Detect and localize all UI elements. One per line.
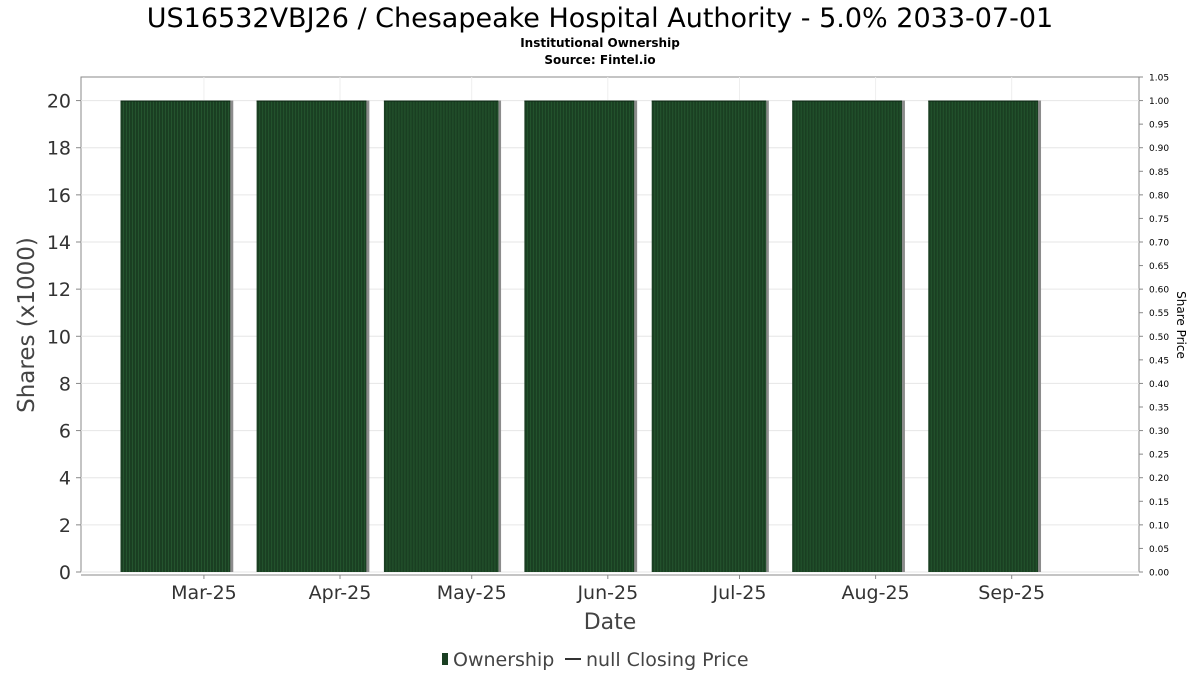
y2-tick-label: 0.40	[1149, 380, 1169, 390]
y2-tick-label: 0.95	[1149, 121, 1169, 131]
chart-title: US16532VBJ26 / Chesapeake Hospital Autho…	[147, 3, 1053, 34]
y2-axis-ticks: 0.00 0.05 0.10 0.15 0.20 0.25 0.30 0.35 0.40 0.45…	[1139, 74, 1169, 579]
y2-tick-label: 0.70	[1149, 239, 1169, 249]
y2-tick-label: 0.30	[1149, 427, 1169, 437]
x-tick-label: Jun-25	[576, 582, 638, 604]
y-axis-ticks: 0 2 4 6 8 10 12 14 16 18 20	[47, 91, 81, 584]
y-tick-label: 8	[59, 373, 71, 395]
y2-tick-label: 0.60	[1149, 286, 1169, 296]
y2-tick-label: 0.90	[1149, 144, 1169, 154]
y2-tick-label: 0.10	[1149, 521, 1169, 531]
y2-tick-label: 0.75	[1149, 215, 1169, 225]
legend-ownership-label: Ownership	[453, 649, 554, 671]
ownership-bar	[120, 100, 234, 573]
ownership-bar	[928, 100, 1042, 573]
y2-tick-label: 0.15	[1149, 498, 1169, 508]
y2-tick-label: 0.35	[1149, 404, 1169, 414]
x-tick-label: May-25	[437, 582, 507, 604]
legend-ownership-swatch	[442, 653, 448, 665]
y2-tick-label: 0.50	[1149, 333, 1169, 343]
y2-tick-label: 1.05	[1149, 74, 1169, 84]
x-tick-label: Aug-25	[842, 582, 910, 604]
y-tick-label: 4	[59, 468, 71, 490]
ownership-bar	[256, 100, 370, 573]
y-tick-label: 6	[59, 421, 71, 443]
x-tick-label: Mar-25	[171, 582, 237, 604]
y-tick-label: 0	[59, 562, 71, 584]
y2-tick-label: 0.65	[1149, 262, 1169, 272]
y2-tick-label: 0.25	[1149, 451, 1169, 461]
y2-tick-label: 0.85	[1149, 168, 1169, 178]
y2-tick-label: 0.55	[1149, 309, 1169, 319]
y2-axis-label: Share Price	[1174, 291, 1188, 359]
x-axis-ticks: Mar-25 Apr-25 May-25 Jun-25 Jul-25 Aug-25 Sep-…	[171, 575, 1045, 604]
y-tick-label: 18	[47, 138, 71, 160]
y-tick-label: 10	[47, 326, 71, 348]
legend-closing-price-label: null Closing Price	[586, 649, 749, 671]
y-axis-label: Shares (x1000)	[14, 237, 40, 413]
y2-tick-label: 0.20	[1149, 474, 1169, 484]
y2-tick-label: 0.80	[1149, 191, 1169, 201]
y-tick-label: 12	[47, 279, 71, 301]
x-axis-label: Date	[584, 610, 637, 635]
y-tick-label: 14	[47, 232, 71, 254]
y2-tick-label: 0.00	[1149, 569, 1169, 579]
y-tick-label: 20	[47, 91, 71, 113]
legend: Ownership null Closing Price	[442, 649, 749, 671]
x-tick-label: Apr-25	[309, 582, 372, 604]
ownership-bar	[383, 100, 502, 573]
ownership-bars	[120, 100, 1042, 573]
y-tick-label: 16	[47, 185, 71, 207]
y-tick-label: 2	[59, 515, 71, 537]
x-tick-label: Sep-25	[978, 582, 1045, 604]
y2-tick-label: 1.00	[1149, 97, 1169, 107]
x-tick-label: Jul-25	[712, 582, 767, 604]
ownership-bar	[524, 100, 638, 573]
ownership-bar	[792, 100, 905, 573]
ownership-bar	[651, 100, 769, 573]
y2-tick-label: 0.05	[1149, 545, 1169, 555]
chart-subtitle: Institutional Ownership	[520, 36, 680, 50]
y2-tick-label: 0.45	[1149, 356, 1169, 366]
chart-source: Source: Fintel.io	[544, 53, 655, 67]
